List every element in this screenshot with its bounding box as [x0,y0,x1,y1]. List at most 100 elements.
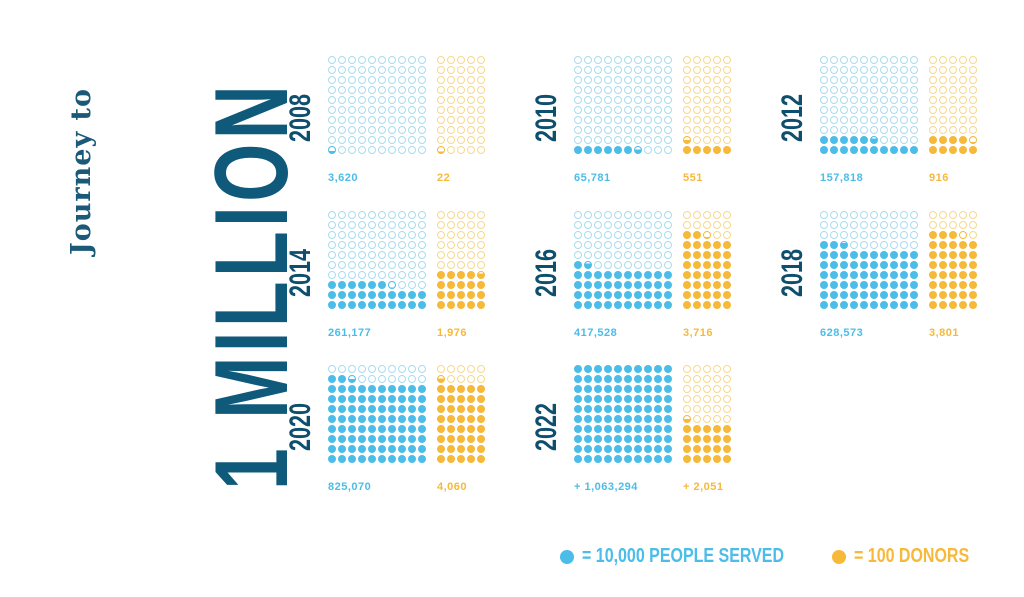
filled-dot [693,231,701,239]
filled-dot [388,291,396,299]
filled-dot [388,445,396,453]
empty-dot [820,221,828,229]
filled-dot [477,445,485,453]
filled-dot [398,385,406,393]
filled-dot [477,455,485,463]
filled-dot [574,365,582,373]
filled-dot [969,291,977,299]
filled-dot [860,301,868,309]
empty-dot [624,251,632,259]
empty-dot [664,126,672,134]
filled-dot [348,455,356,463]
empty-dot [634,66,642,74]
panel-2018: 2018 628,573 3,801 [776,211,1024,351]
empty-dot [683,126,691,134]
filled-dot [368,445,376,453]
filled-dot [870,281,878,289]
empty-dot [664,86,672,94]
filled-dot [594,301,602,309]
empty-dot [830,231,838,239]
empty-dot [910,106,918,114]
empty-dot [614,241,622,249]
empty-dot [723,96,731,104]
filled-dot [574,281,582,289]
empty-dot [378,56,386,64]
year-label: 2008 [284,75,317,142]
empty-dot [338,66,346,74]
empty-dot [467,231,475,239]
empty-dot [830,66,838,74]
empty-dot [713,136,721,144]
filled-dot [388,301,396,309]
filled-dot [929,251,937,259]
filled-dot [447,415,455,423]
empty-dot [378,76,386,84]
empty-dot [358,241,366,249]
empty-dot [437,136,445,144]
filled-dot [388,395,396,403]
filled-dot [634,281,642,289]
empty-dot [437,56,445,64]
filled-dot [594,385,602,393]
empty-dot [624,96,632,104]
empty-dot [358,106,366,114]
filled-dot [348,405,356,413]
empty-dot [654,251,662,259]
empty-dot [574,96,582,104]
filled-dot [408,385,416,393]
empty-dot [594,126,602,134]
empty-dot [604,76,612,84]
empty-dot [378,146,386,154]
empty-dot [693,405,701,413]
empty-dot [614,251,622,259]
filled-dot [683,231,691,239]
filled-dot [713,455,721,463]
filled-dot [959,251,967,259]
empty-dot [418,231,426,239]
empty-dot [584,66,592,74]
empty-dot [703,126,711,134]
year-text: 2010 [530,93,563,142]
filled-dot [830,281,838,289]
filled-dot [959,146,967,154]
filled-dot [378,445,386,453]
empty-dot [870,231,878,239]
empty-dot [614,66,622,74]
empty-dot [959,76,967,84]
empty-dot [840,221,848,229]
empty-dot [408,251,416,259]
empty-dot [654,126,662,134]
donor-dot-grid [437,365,485,463]
empty-dot [969,116,977,124]
empty-dot [860,86,868,94]
filled-dot [457,395,465,403]
empty-dot [683,86,691,94]
empty-dot [693,126,701,134]
empty-dot [388,365,396,373]
filled-dot [870,146,878,154]
empty-dot [457,96,465,104]
filled-dot [418,445,426,453]
filled-dot [457,425,465,433]
empty-dot [594,231,602,239]
filled-dot [910,271,918,279]
filled-dot [664,455,672,463]
empty-dot [614,76,622,84]
empty-dot [713,395,721,403]
empty-dot [703,415,711,423]
filled-dot [418,291,426,299]
filled-dot [910,301,918,309]
panel-2008: 2008 3,620 22 [284,56,548,196]
panel-2020: 2020 825,070 4,060 [284,365,548,505]
empty-dot [624,66,632,74]
empty-dot [949,116,957,124]
filled-dot [388,455,396,463]
empty-dot [457,146,465,154]
filled-dot [850,271,858,279]
empty-dot [418,271,426,279]
empty-dot [467,126,475,134]
filled-dot [594,375,602,383]
empty-dot [929,56,937,64]
filled-dot [664,435,672,443]
empty-dot [860,76,868,84]
